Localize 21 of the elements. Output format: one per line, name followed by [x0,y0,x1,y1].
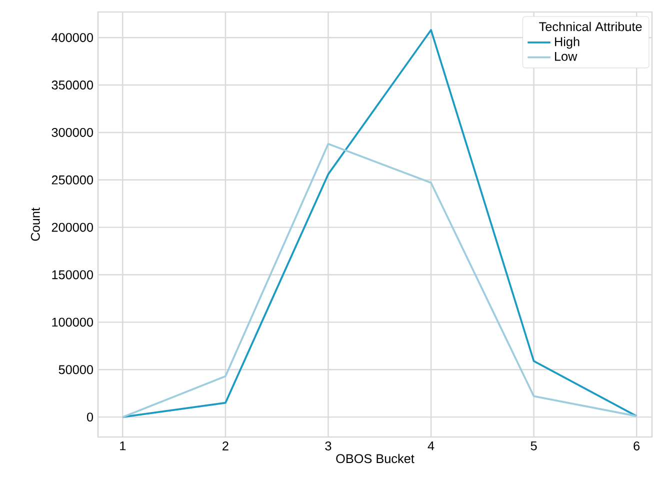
x-tick-label: 1 [120,441,126,450]
legend-label: Low [555,52,578,61]
x-axis-title: OBOS Bucket [336,454,414,464]
y-axis-title: Count [30,208,40,241]
line-series [122,142,638,418]
legend-title: Technical Attribute [539,22,642,32]
y-tick-label: 50000 [58,365,94,374]
y-tick-label: 350000 [52,80,94,90]
x-tick-label: 3 [325,441,332,450]
legend-label: High [555,36,580,49]
y-tick-label: 150000 [52,270,94,280]
x-tick-label: 6 [634,441,640,450]
y-tick-label: 0 [86,412,94,422]
y-tick-label: 400000 [52,33,94,42]
y-tick-label: 250000 [52,175,94,184]
y-tick-label: 200000 [52,222,94,232]
x-tick-label: 2 [222,441,228,450]
x-tick-label: 4 [428,441,434,450]
x-tick-label: 5 [530,441,537,450]
y-tick-label: 100000 [52,318,94,327]
y-tick-label: 300000 [52,128,94,137]
